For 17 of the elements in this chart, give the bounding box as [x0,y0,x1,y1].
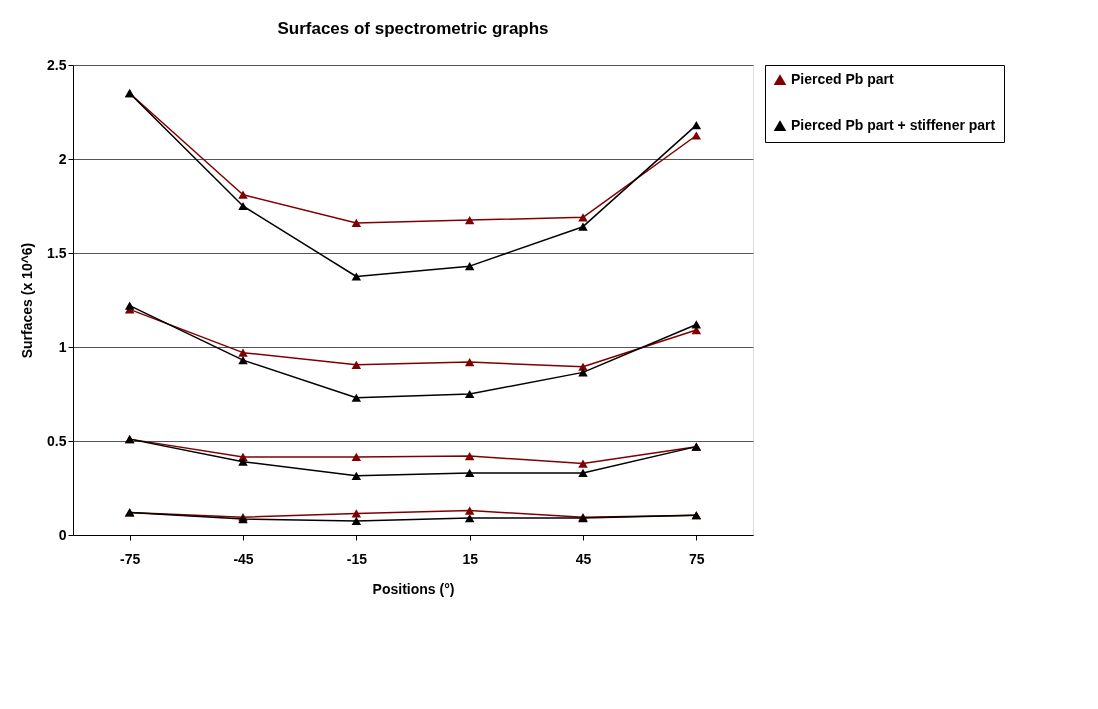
x-tick-label: -75 [120,550,141,567]
y-tick-label: 0 [58,526,67,543]
chart-title: Surfaces of spectrometric graphs [277,19,549,38]
legend-label: Pierced Pb part [791,71,895,87]
x-tick-label: 75 [689,550,705,567]
x-tick-label: 45 [575,550,592,567]
y-tick-label: 2.5 [47,56,67,73]
y-tick-label: 1.5 [47,244,67,261]
x-axis-title: Positions (°) [372,580,455,597]
y-axis-title: Surfaces (x 10^6) [19,242,36,359]
legend-label: Pierced Pb part + stiffener part [791,117,996,133]
y-tick-label: 2 [58,150,67,167]
y-tick-label: 0.5 [47,432,67,449]
x-tick-label: 15 [462,550,479,567]
x-tick-label: -45 [233,550,254,567]
y-tick-label: 1 [58,338,67,355]
x-tick-label: -15 [346,550,368,567]
